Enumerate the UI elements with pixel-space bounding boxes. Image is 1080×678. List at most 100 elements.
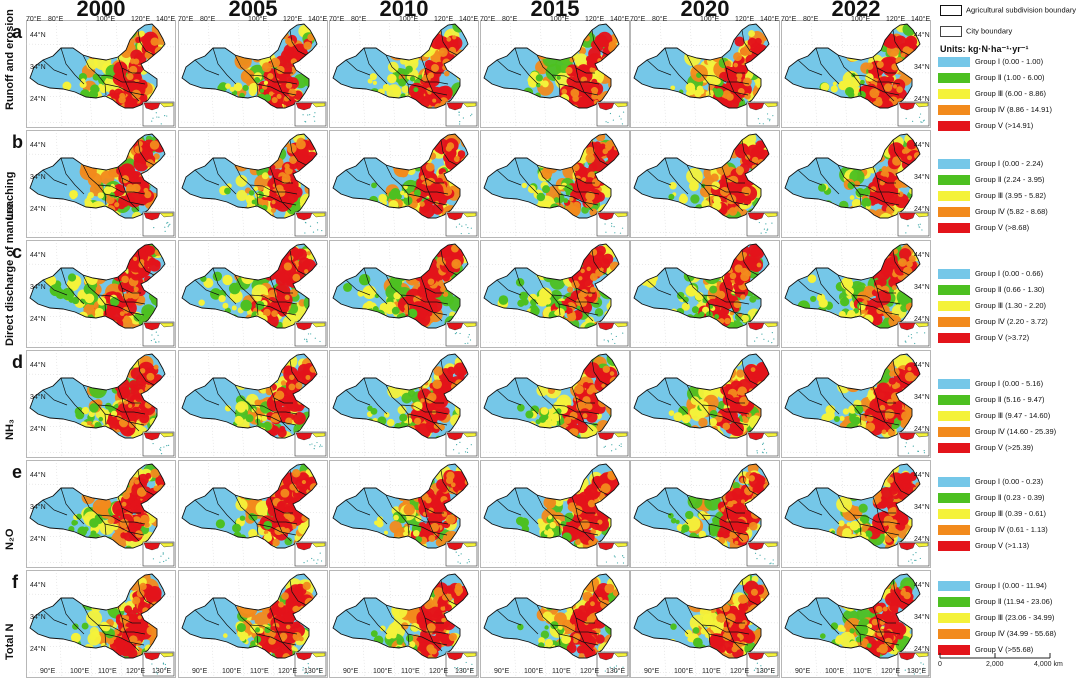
- map-panel-c-2005: [178, 240, 328, 348]
- bottom-lon-tick: 130°E: [152, 668, 172, 675]
- legend-item-a-3: Group Ⅲ (6.00 - 8.86): [938, 88, 1046, 100]
- legend-item-a-2: Group Ⅱ (1.00 - 6.00): [938, 72, 1045, 84]
- legend-label: Group Ⅰ (0.00 - 0.66): [975, 269, 1044, 278]
- map-panel-b-2022: [781, 130, 931, 238]
- map-panel-f-2000: [26, 570, 176, 678]
- panel-letter: d: [12, 352, 23, 372]
- lat-tick-right: 24°N: [914, 96, 930, 103]
- top-lon-tick: 80°E: [200, 16, 216, 23]
- lat-tick-right: 24°N: [914, 536, 930, 543]
- map-panel-f-2010: [329, 570, 479, 678]
- legend-item-d-4: Group Ⅳ (14.60 - 25.39): [938, 426, 1057, 438]
- row-variable-label: N₂O: [4, 528, 16, 550]
- legend-item-d-1: Group Ⅰ (0.00 - 5.16): [938, 378, 1043, 390]
- legend-label: Group Ⅳ (0.61 - 1.13): [975, 525, 1048, 534]
- legend-item-b-4: Group Ⅳ (5.82 - 8.68): [938, 206, 1048, 218]
- map-panel-b-2020: [630, 130, 780, 238]
- map-panel-d-2022: [781, 350, 931, 458]
- legend-label: Group Ⅱ (1.00 - 6.00): [975, 73, 1045, 82]
- map-panel-a-2022: [781, 20, 931, 128]
- map-panel-d-2015: [480, 350, 630, 458]
- legend-label: Group Ⅰ (0.00 - 1.00): [975, 57, 1044, 66]
- panel-letter: c: [12, 242, 23, 262]
- bottom-lon-tick: 90°E: [795, 668, 811, 675]
- legend-item-e-5: Group Ⅴ (>1.13): [938, 540, 1029, 552]
- top-lon-tick: 140°E: [156, 16, 176, 23]
- legend-swatch: [938, 443, 970, 454]
- legend-city-boundary: City boundary: [940, 26, 1012, 37]
- legend-label: Group Ⅲ (0.39 - 0.61): [975, 509, 1047, 518]
- row-variable-label: Total N: [4, 623, 16, 660]
- top-lon-tick: 120°E: [283, 16, 303, 23]
- map-panel-a-2000: [26, 20, 176, 128]
- scale-label: 0: [938, 661, 942, 668]
- map-panel-b-2010: [329, 130, 479, 238]
- lat-tick-right: 24°N: [914, 206, 930, 213]
- top-lon-tick: 100°E: [700, 16, 720, 23]
- legend-label: Group Ⅱ (11.94 - 23.06): [975, 597, 1053, 606]
- bottom-lon-tick: 110°E: [552, 668, 571, 675]
- map-panel-c-2000: [26, 240, 176, 348]
- bottom-lon-tick: 130°E: [455, 668, 475, 675]
- map-panel-f-2005: [178, 570, 328, 678]
- legend-swatch: [938, 379, 970, 390]
- bottom-lon-tick: 100°E: [674, 668, 694, 675]
- legend-label: Group Ⅳ (14.60 - 25.39): [975, 427, 1057, 436]
- lat-tick-right: 34°N: [914, 174, 930, 181]
- map-panel-e-2022: [781, 460, 931, 568]
- panel-letter: e: [12, 462, 23, 482]
- map-panel-d-2020: [630, 350, 780, 458]
- legend-item-f-4: Group Ⅳ (34.99 - 55.68): [938, 628, 1056, 640]
- bottom-lon-tick: 90°E: [40, 668, 56, 675]
- top-lon-tick: 70°E: [480, 16, 496, 23]
- legend-label: Group Ⅲ (9.47 - 14.60): [975, 411, 1051, 420]
- legend-label: Group Ⅳ (2.20 - 3.72): [975, 317, 1048, 326]
- lat-tick-left: 34°N: [30, 504, 46, 511]
- city-boundary-label: City boundary: [966, 26, 1013, 36]
- bottom-lon-tick: 120°E: [126, 668, 146, 675]
- row-label-e: e N₂O: [0, 460, 28, 568]
- legend-label: Group Ⅲ (1.30 - 2.20): [975, 301, 1047, 310]
- year-header-2005: 2005: [228, 0, 278, 21]
- legend-label: Group Ⅴ (>8.68): [975, 223, 1030, 232]
- lat-tick-right: 24°N: [914, 426, 930, 433]
- legend-item-b-2: Group Ⅱ (2.24 - 3.95): [938, 174, 1045, 186]
- map-panel-d-2000: [26, 350, 176, 458]
- lat-tick-left: 44°N: [30, 32, 46, 39]
- lat-tick-left: 34°N: [30, 614, 46, 621]
- scale-bar: [939, 653, 1051, 659]
- row-label-d: d NH₃: [0, 350, 28, 458]
- legend-swatch: [938, 57, 970, 68]
- lat-tick-left: 34°N: [30, 64, 46, 71]
- legend-label: Group Ⅲ (3.95 - 5.82): [975, 191, 1047, 200]
- row-variable-label: Direct discharge of manure: [4, 203, 16, 346]
- legend-label: Group Ⅴ (>25.39): [975, 443, 1034, 452]
- legend-swatch: [938, 629, 970, 640]
- lat-tick-right: 34°N: [914, 394, 930, 401]
- row-label-f: f Total N: [0, 570, 28, 678]
- legend-swatch: [938, 581, 970, 592]
- legend-swatch: [938, 73, 970, 84]
- bottom-lon-tick: 100°E: [222, 668, 242, 675]
- panel-letter: a: [12, 22, 23, 42]
- bottom-lon-tick: 100°E: [70, 668, 90, 675]
- top-lon-tick: 120°E: [131, 16, 151, 23]
- top-lon-tick: 80°E: [652, 16, 668, 23]
- legend-swatch: [938, 223, 970, 234]
- map-panel-c-2015: [480, 240, 630, 348]
- legend-swatch: [938, 509, 970, 520]
- top-lon-tick: 70°E: [630, 16, 646, 23]
- legend-swatch: [938, 285, 970, 296]
- top-lon-tick: 120°E: [886, 16, 906, 23]
- map-panel-e-2015: [480, 460, 630, 568]
- top-lon-tick: 140°E: [610, 16, 630, 23]
- bottom-lon-tick: 120°E: [730, 668, 750, 675]
- legend-item-e-4: Group Ⅳ (0.61 - 1.13): [938, 524, 1048, 536]
- lat-tick-right: 34°N: [914, 504, 930, 511]
- legend-label: Group Ⅰ (0.00 - 11.94): [975, 581, 1047, 590]
- legend-swatch: [938, 541, 970, 552]
- bottom-lon-tick: 110°E: [702, 668, 721, 675]
- bottom-lon-tick: 110°E: [853, 668, 872, 675]
- legend-swatch: [938, 207, 970, 218]
- row-label-c: c Direct discharge of manure: [0, 204, 28, 348]
